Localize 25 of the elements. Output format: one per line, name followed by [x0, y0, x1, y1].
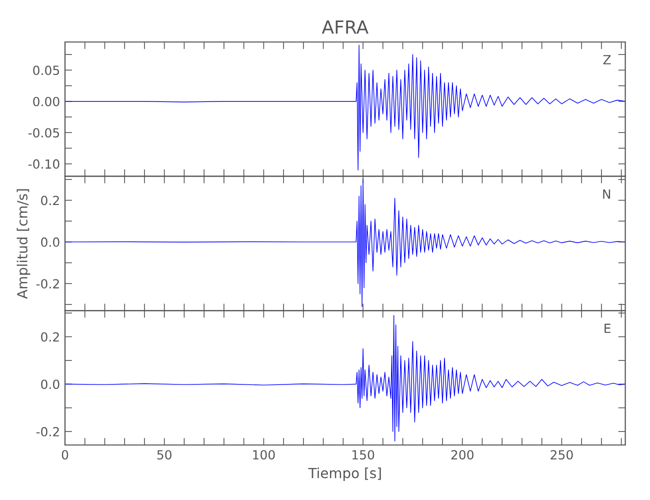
annotation: N	[603, 189, 610, 199]
x-tick-label: 50	[157, 450, 172, 460]
line-series	[65, 179, 626, 307]
y-tick-label: 0.2	[41, 196, 59, 206]
y-tick-label: 0.05	[33, 66, 60, 76]
chart-title: AFRA	[322, 20, 368, 34]
y-tick-label: -0.2	[36, 426, 59, 436]
y-tick-label: -0.2	[36, 279, 59, 289]
x-axis-title: Tiempo [s]	[308, 468, 381, 481]
y-tick-label: -0.10	[28, 159, 60, 169]
x-tick-label: 200	[451, 450, 474, 460]
y-axis-title: Amplitud [cm/s]	[16, 189, 30, 299]
y-tick-label: -0.05	[28, 128, 60, 138]
annotation: Z	[603, 55, 611, 64]
x-tick-label: 250	[550, 450, 573, 460]
y-tick-label: 0.00	[33, 96, 60, 106]
x-tick-label: 150	[352, 450, 374, 460]
y-tick-label: 0.0	[41, 237, 60, 247]
line-series	[65, 44, 626, 170]
line-series	[65, 315, 626, 442]
y-tick-label: 0.2	[41, 332, 59, 342]
x-tick-label: 100	[253, 450, 275, 460]
annotation: E	[604, 324, 610, 333]
y-tick-label: 0.0	[41, 380, 60, 390]
x-tick-label: 0	[62, 450, 68, 460]
